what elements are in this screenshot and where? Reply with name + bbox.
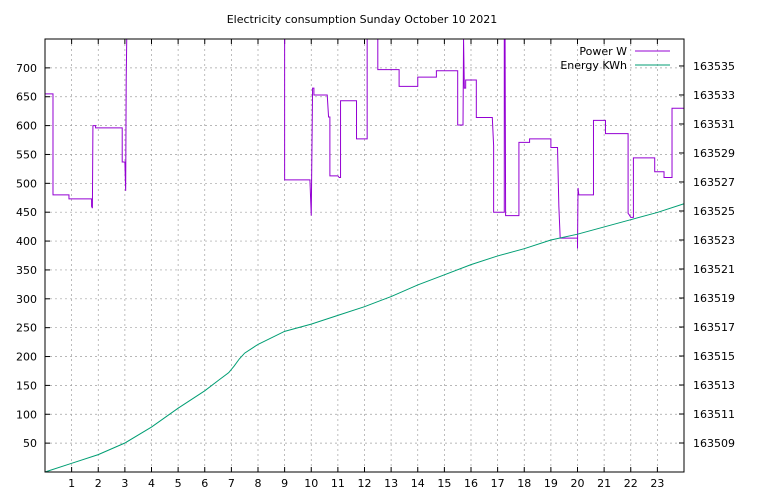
- x-tick-label: 7: [228, 477, 235, 490]
- y-tick-label: 650: [16, 91, 37, 104]
- y2-tick-label: 163527: [693, 176, 735, 189]
- x-tick-label: 9: [281, 477, 288, 490]
- y2-tick-label: 163531: [693, 118, 735, 131]
- y2-tick-label: 163523: [693, 234, 735, 247]
- x-tick-label: 16: [464, 477, 478, 490]
- y-tick-label: 150: [16, 379, 37, 392]
- y2-tick-label: 163529: [693, 147, 735, 160]
- x-tick-label: 12: [358, 477, 372, 490]
- y-tick-label: 700: [16, 62, 37, 75]
- x-tick-label: 19: [544, 477, 558, 490]
- x-tick-label: 1: [68, 477, 75, 490]
- y2-tick-label: 163511: [693, 408, 735, 421]
- y-tick-label: 450: [16, 206, 37, 219]
- x-tick-label: 18: [517, 477, 531, 490]
- y-tick-label: 50: [23, 437, 37, 450]
- y2-tick-label: 163521: [693, 263, 735, 276]
- x-tick-label: 23: [650, 477, 664, 490]
- x-tick-label: 22: [624, 477, 638, 490]
- y2-tick-label: 163517: [693, 321, 735, 334]
- x-tick-label: 2: [95, 477, 102, 490]
- x-tick-label: 10: [304, 477, 318, 490]
- legend-label: Energy KWh: [560, 59, 627, 72]
- x-tick-label: 3: [121, 477, 128, 490]
- legend-label: Power W: [579, 45, 627, 58]
- x-tick-label: 8: [255, 477, 262, 490]
- y2-tick-label: 163519: [693, 292, 735, 305]
- x-tick-label: 6: [201, 477, 208, 490]
- series-line-energy: [44, 203, 685, 473]
- x-tick-label: 17: [491, 477, 505, 490]
- y-tick-label: 600: [16, 120, 37, 133]
- y-tick-label: 500: [16, 177, 37, 190]
- x-tick-label: 11: [331, 477, 345, 490]
- chart-title: Electricity consumption Sunday October 1…: [227, 13, 498, 26]
- y-tick-label: 250: [16, 322, 37, 335]
- x-tick-label: 14: [411, 477, 425, 490]
- y-tick-label: 350: [16, 264, 37, 277]
- x-tick-label: 21: [597, 477, 611, 490]
- y2-tick-label: 163525: [693, 205, 735, 218]
- y-tick-label: 300: [16, 293, 37, 306]
- series-line-power: [45, 38, 684, 249]
- y-tick-label: 200: [16, 351, 37, 364]
- y-tick-label: 550: [16, 148, 37, 161]
- tick-labels: 1 2 3 4 5 6 7 8 9 10 11 12 13 14 15 16 17 18 19 20 21 22 23501…: [16, 60, 735, 490]
- y-tick-label: 100: [16, 408, 37, 421]
- x-tick-label: 20: [571, 477, 585, 490]
- x-tick-label: 15: [437, 477, 451, 490]
- y2-tick-label: 163533: [693, 89, 735, 102]
- y2-tick-label: 163535: [693, 60, 735, 73]
- y-tick-label: 400: [16, 235, 37, 248]
- grid: [45, 39, 684, 472]
- x-tick-label: 13: [384, 477, 398, 490]
- x-tick-label: 5: [175, 477, 182, 490]
- y2-tick-label: 163509: [693, 437, 735, 450]
- series-lines: [44, 38, 685, 473]
- y2-tick-label: 163513: [693, 379, 735, 392]
- y2-tick-label: 163515: [693, 350, 735, 363]
- x-tick-label: 4: [148, 477, 155, 490]
- plot-frame: [44, 38, 685, 473]
